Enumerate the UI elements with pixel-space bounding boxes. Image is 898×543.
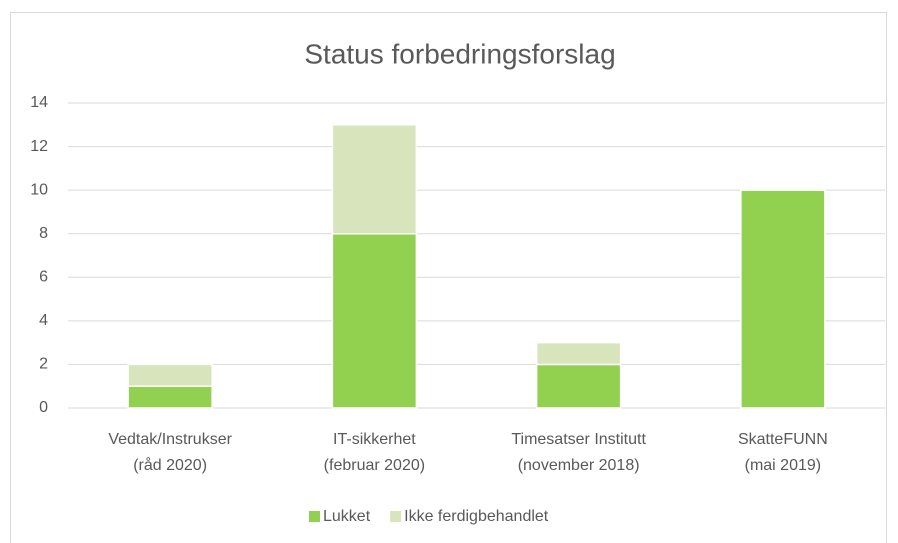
x-tick-label: Timesatser Institutt: [511, 431, 646, 448]
x-tick-label: Vedtak/Instrukser: [108, 431, 232, 448]
chart-title: Status forbedringsforslag: [304, 38, 615, 69]
y-tick-label: 2: [39, 356, 48, 373]
legend-swatch: [309, 511, 320, 522]
bar-segment: [127, 385, 213, 409]
legend-label: Ikke ferdigbehandlet: [404, 508, 549, 525]
legend-label: Lukket: [323, 508, 371, 525]
bar-segment: [127, 363, 213, 387]
x-tick-label: (mai 2019): [745, 457, 821, 474]
x-tick-label: (november 2018): [518, 457, 640, 474]
x-tick-label: IT-sikkerhet: [333, 431, 416, 448]
y-tick-label: 14: [30, 94, 48, 111]
y-tick-label: 12: [30, 138, 48, 155]
y-tick-label: 4: [39, 312, 48, 329]
x-tick-label: (råd 2020): [133, 456, 207, 474]
bar-segment: [535, 363, 622, 409]
bar-segment: [535, 341, 622, 366]
legend-swatch: [390, 511, 402, 522]
y-tick-label: 0: [39, 399, 48, 416]
y-tick-label: 10: [30, 181, 48, 198]
y-tick-label: 8: [39, 225, 48, 242]
y-tick-label: 6: [39, 269, 48, 286]
x-tick-label: (februar 2020): [324, 457, 425, 474]
bar-segment: [331, 232, 418, 409]
x-tick-label: SkatteFUNN: [738, 431, 828, 448]
bar-segment: [331, 124, 418, 235]
bar-segment: [740, 189, 826, 409]
